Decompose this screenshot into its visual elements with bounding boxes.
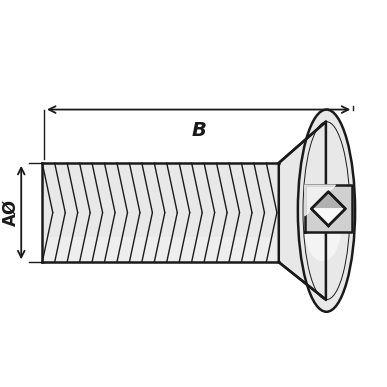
Ellipse shape	[298, 110, 355, 312]
Polygon shape	[305, 185, 336, 216]
Polygon shape	[312, 192, 346, 209]
Text: AØ: AØ	[2, 199, 20, 226]
Polygon shape	[42, 237, 279, 262]
Bar	[42, 163, 279, 262]
Ellipse shape	[304, 190, 341, 261]
Polygon shape	[312, 209, 346, 226]
Polygon shape	[279, 122, 326, 300]
Text: B: B	[191, 121, 206, 140]
Polygon shape	[305, 185, 352, 233]
